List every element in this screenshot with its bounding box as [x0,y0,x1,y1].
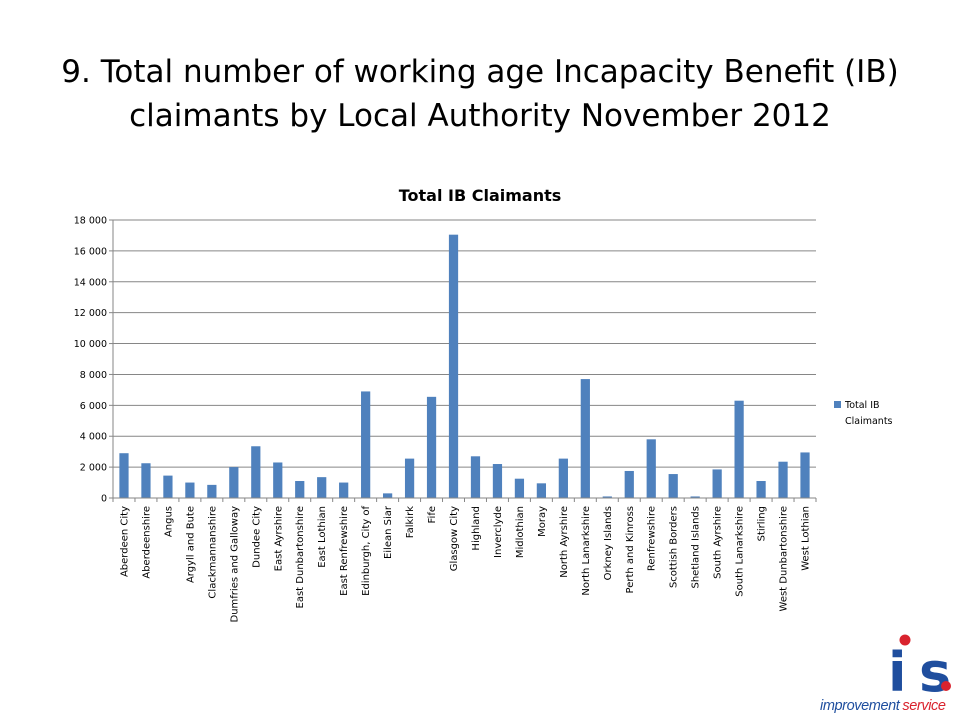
slide-title: 9. Total number of working age Incapacit… [40,50,920,138]
x-tick-label: Glasgow City [449,506,460,571]
x-tick-label: Highland [471,506,482,551]
logo-wordmark: improvement service [820,698,946,714]
x-tick-label: South Lanarkshire [735,506,746,597]
bar [361,391,371,498]
y-tick-label: 12 000 [74,308,107,319]
improvement-service-logo: i s improvement service [818,632,958,720]
y-tick-label: 6 000 [80,401,107,412]
y-tick-label: 0 [101,494,107,505]
bars [119,234,810,498]
y-tick-label: 16 000 [74,246,107,257]
bar [119,453,129,498]
y-tick-label: 10 000 [74,339,107,350]
logo-period [941,681,951,691]
logo-mark-s: s [919,641,951,704]
x-tick-label: North Lanarkshire [581,506,592,596]
bar [580,379,590,498]
bar [756,481,766,498]
legend: Total IB Claimants [834,400,893,427]
x-tick-label: East Dunbartonshire [295,506,306,608]
x-tick-label: Moray [537,506,548,537]
bar [295,481,305,498]
y-tick-label: 4 000 [80,432,107,443]
x-tick-label: Angus [163,506,174,537]
bar [514,478,525,498]
x-tick-label: Argyll and Bute [185,506,196,583]
bar [602,496,612,498]
bar [734,400,744,498]
logo-mark: i [888,641,907,704]
bar [646,439,656,498]
bar [404,458,415,498]
x-tick-label: Perth and Kinross [625,506,636,593]
x-tick-label: Scottish Borders [669,506,680,588]
x-tick-label: Dumfries and Galloway [229,506,240,623]
slide-title-line-2: claimants by Local Authority November 20… [129,98,831,134]
bar [470,456,481,498]
bar [141,463,151,498]
x-axis-tick-labels: Aberdeen City Aberdeenshire Angus Argyll an… [119,505,811,622]
bar [382,493,393,498]
x-tick-label: Shetland Islands [691,506,702,589]
y-tick-label: 2 000 [80,463,107,474]
bar [185,482,195,498]
x-tick-label: Dundee City [251,506,262,568]
bar [251,446,261,498]
x-tick-label: South Ayrshire [713,506,724,579]
bar [536,483,547,498]
x-tick-label: Eilean Siar [383,505,394,559]
legend-label-line-2: Claimants [845,416,893,427]
x-tick-label: Orkney Islands [603,506,614,580]
x-tick-label: West Dunbartonshire [779,506,790,611]
x-tick-label: East Renfrewshire [339,506,350,596]
bar [339,482,349,498]
legend-label-line-1: Total IB [844,400,880,411]
bar [229,467,239,498]
x-tick-label: East Lothian [317,506,328,568]
x-tick-label: Inverclyde [493,506,504,558]
bar [207,484,217,498]
x-tick-label: Edinburgh, City of [361,506,372,596]
bar [712,469,722,498]
slide-title-line-1: 9. Total number of working age Incapacit… [61,54,899,90]
bar [778,461,788,498]
x-tick-label: Renfrewshire [647,506,658,571]
bar [426,396,437,498]
x-tick-label: East Ayrshire [273,506,284,571]
gridlines [113,219,816,468]
logo-dot [899,634,911,646]
bar [163,475,173,498]
legend-swatch [834,401,841,408]
bar [800,452,810,498]
x-tick-label: Falkirk [405,506,416,538]
y-axis-tick-labels: 0 2 000 4 000 6 000 8 000 10 000 12 000 14 000 1… [74,216,107,505]
x-tick-label: Fife [427,506,438,523]
x-tick-label: North Ayrshire [559,506,570,578]
bar [668,474,678,498]
y-tick-label: 14 000 [74,277,107,288]
y-tick-label: 8 000 [80,370,107,381]
bar [558,458,568,498]
bar [624,470,634,498]
logo-graphic: i s improvement service [820,634,951,714]
x-tick-label: Aberdeen City [119,506,130,577]
bar [317,477,327,498]
bar [273,462,283,498]
y-tick-label: 18 000 [74,216,107,227]
axes [109,219,817,502]
bar [448,234,459,498]
x-tick-label: West Lothian [801,506,812,571]
bar [690,496,700,498]
chart-title: Total IB Claimants [399,186,562,205]
x-tick-label: Midlothian [515,506,526,558]
bar [492,464,503,498]
x-tick-label: Stirling [757,506,768,541]
x-tick-label: Aberdeenshire [141,506,152,579]
x-tick-label: Clackmannanshire [207,506,218,599]
